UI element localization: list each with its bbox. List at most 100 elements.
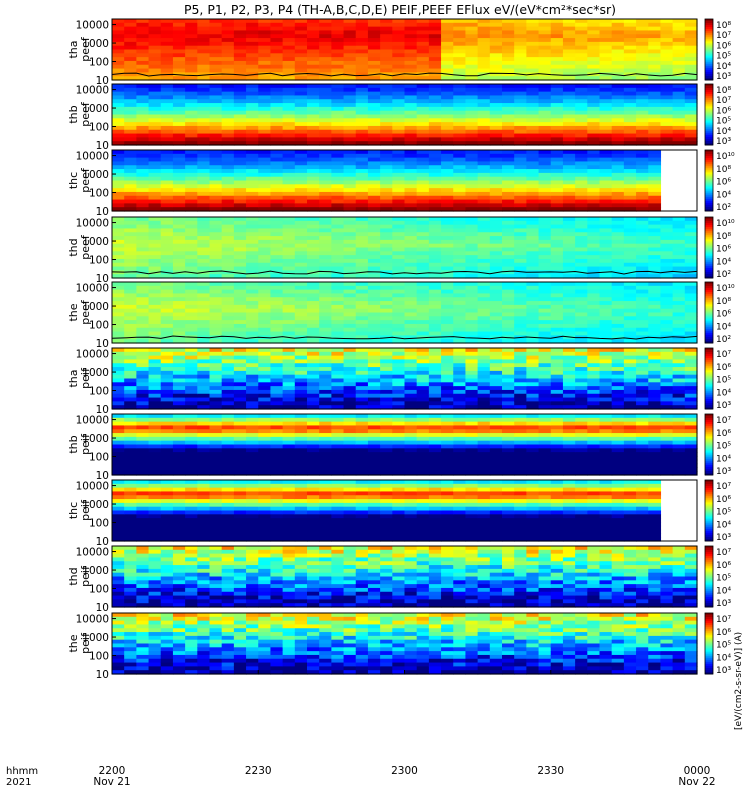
heatmap-cell <box>502 130 515 134</box>
heatmap-cell <box>124 363 137 367</box>
heatmap-cell <box>563 379 576 383</box>
heatmap-cell <box>185 23 198 27</box>
heatmap-cell <box>490 401 503 405</box>
heatmap-cell <box>685 240 698 244</box>
heatmap-cell <box>234 173 247 177</box>
heatmap-cell <box>136 371 149 375</box>
heatmap-cell <box>478 324 491 328</box>
heatmap-cell <box>112 263 125 267</box>
heatmap-cell <box>612 181 625 185</box>
heatmap-cell <box>185 328 198 332</box>
colorbar-tick-label: 10⁷ <box>716 96 731 106</box>
heatmap-cell <box>405 259 418 263</box>
heatmap-cell <box>575 259 588 263</box>
heatmap-cell <box>234 158 247 162</box>
heatmap-cell <box>222 371 235 375</box>
heatmap-cell <box>563 192 576 196</box>
heatmap-cell <box>197 154 210 158</box>
heatmap-cell <box>295 348 308 352</box>
heatmap-cell <box>405 115 418 119</box>
heatmap-cell <box>600 181 613 185</box>
heatmap-cell <box>380 38 393 42</box>
heatmap-cell <box>490 154 503 158</box>
heatmap-cell <box>441 46 454 50</box>
heatmap-cell <box>405 107 418 111</box>
heatmap-cell <box>234 228 247 232</box>
heatmap-cell <box>648 99 661 103</box>
heatmap-cell <box>124 38 137 42</box>
heatmap-cell <box>380 165 393 169</box>
heatmap-cell <box>173 196 186 200</box>
heatmap-cell <box>331 177 344 181</box>
heatmap-cell <box>258 161 271 165</box>
heatmap-cell <box>112 375 125 379</box>
heatmap-cell <box>368 19 381 23</box>
heatmap-cell <box>478 363 491 367</box>
heatmap-cell <box>161 382 174 386</box>
heatmap-cell <box>173 263 186 267</box>
heatmap-cell <box>465 165 478 169</box>
heatmap-cell <box>112 394 125 398</box>
heatmap-cell <box>258 356 271 360</box>
heatmap-cell <box>465 244 478 248</box>
heatmap-cell <box>685 221 698 225</box>
heatmap-cell <box>539 286 552 290</box>
heatmap-cell <box>563 184 576 188</box>
heatmap-cell <box>295 173 308 177</box>
heatmap-cell <box>173 433 186 437</box>
heatmap-cell <box>270 324 283 328</box>
heatmap-cell <box>368 50 381 54</box>
heatmap-cell <box>575 282 588 286</box>
heatmap-cell <box>319 115 332 119</box>
colorbar-tick-label: 10¹⁰ <box>716 284 735 294</box>
heatmap-cell <box>161 414 174 418</box>
heatmap-cell <box>551 154 564 158</box>
heatmap-cell <box>270 169 283 173</box>
heatmap-cell <box>465 61 478 65</box>
colorbar-tick-label: 10⁸ <box>716 297 731 307</box>
heatmap-cell <box>636 332 649 336</box>
heatmap-cell <box>331 356 344 360</box>
heatmap-cell <box>161 418 174 422</box>
heatmap-cell <box>441 50 454 54</box>
heatmap-cell <box>526 165 539 169</box>
heatmap-cell <box>124 53 137 57</box>
heatmap-cell <box>429 359 442 363</box>
heatmap-cell <box>575 188 588 192</box>
heatmap-cell <box>624 225 637 229</box>
heatmap-cell <box>197 23 210 27</box>
heatmap-cell <box>136 414 149 418</box>
heatmap-cell <box>392 53 405 57</box>
heatmap-cell <box>173 448 186 452</box>
heatmap-cell <box>161 95 174 99</box>
heatmap-cell <box>539 359 552 363</box>
heatmap-cell <box>514 316 527 320</box>
heatmap-cell <box>283 27 296 31</box>
heatmap-cell <box>563 46 576 50</box>
heatmap-cell <box>514 177 527 181</box>
heatmap-cell <box>405 309 418 313</box>
heatmap-cell <box>636 348 649 352</box>
heatmap-cell <box>648 107 661 111</box>
heatmap-cell <box>502 263 515 267</box>
heatmap-cell <box>283 382 296 386</box>
heatmap-cell <box>417 161 430 165</box>
heatmap-cell <box>465 192 478 196</box>
heatmap-cell <box>453 34 466 38</box>
heatmap-cell <box>478 301 491 305</box>
heatmap-cell <box>173 382 186 386</box>
heatmap-cell <box>197 259 210 263</box>
heatmap-cell <box>368 65 381 69</box>
heatmap-cell <box>539 177 552 181</box>
heatmap-cell <box>405 297 418 301</box>
heatmap-cell <box>600 305 613 309</box>
heatmap-cell <box>344 267 357 271</box>
heatmap-cell <box>392 95 405 99</box>
heatmap-cell <box>563 27 576 31</box>
heatmap-cell <box>368 173 381 177</box>
heatmap-cell <box>575 118 588 122</box>
heatmap-cell <box>465 203 478 207</box>
heatmap-cell <box>600 401 613 405</box>
heatmap-cell <box>173 57 186 61</box>
heatmap-cell <box>331 301 344 305</box>
